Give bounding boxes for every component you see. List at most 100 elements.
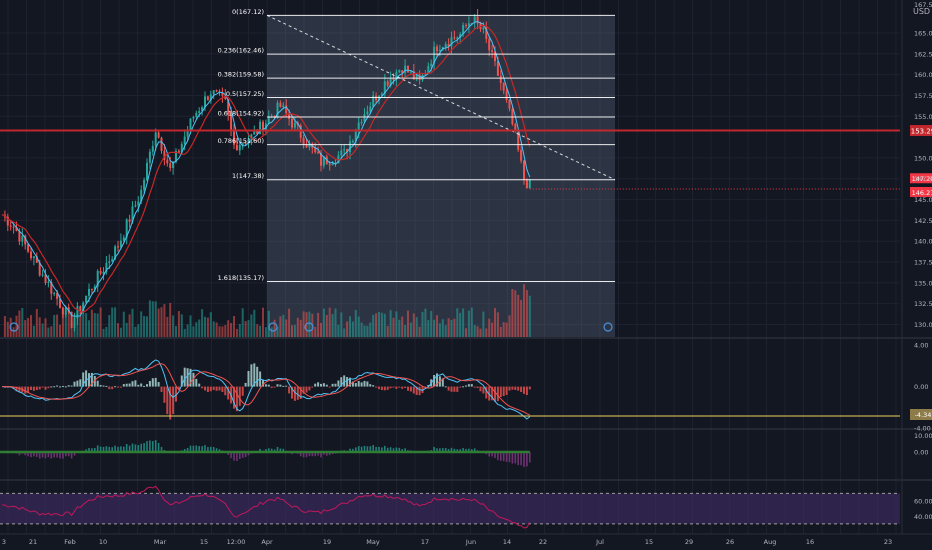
macd-histogram-bar (122, 384, 125, 387)
rsi-pane[interactable] (0, 485, 900, 529)
moving-averages (1, 20, 531, 317)
osc-bar (500, 451, 502, 461)
osc-bar (62, 451, 64, 459)
candle-body (238, 145, 241, 151)
volume-bar (105, 326, 108, 337)
osc-bar (117, 446, 119, 452)
volume-bar (70, 321, 73, 337)
candle-body (235, 144, 238, 151)
price-axis[interactable]: 165.00 162.50 160.00 157.50 155.00 150.00 147.… (910, 1, 932, 521)
osc-bar (328, 451, 331, 456)
macd-histogram-bar (528, 386, 531, 390)
fibonacci-region[interactable] (267, 15, 615, 337)
candle-body (143, 180, 146, 190)
macd-pane[interactable] (0, 359, 900, 420)
volume-bar (259, 325, 262, 337)
macd-tick-label: 4.00 (914, 342, 928, 350)
osc-bar (502, 451, 505, 462)
macd-histogram-bar (349, 377, 351, 387)
volume-bar (64, 313, 67, 337)
candle-body (180, 144, 183, 153)
osc-bar (91, 448, 93, 452)
macd-line (2, 359, 531, 420)
candle-body (360, 122, 363, 124)
osc-bar (207, 447, 209, 452)
volume-bar (151, 301, 154, 337)
candle-body (386, 81, 389, 86)
osc-bar (230, 451, 232, 458)
volume-bar (375, 313, 378, 337)
candle-body (140, 189, 143, 202)
macd-histogram-bar (186, 368, 189, 387)
candle-body (256, 130, 259, 135)
volume-bar (201, 309, 204, 337)
candle-body (288, 113, 291, 119)
volume-bar (421, 311, 424, 337)
time-axis[interactable]: 3 21 Feb 10 Mar 15 12:00 Apr 19 May 17 Jun 14 22 Jul 15… (2, 538, 892, 546)
macd-tick-label: 0.00 (914, 383, 928, 391)
macd-histogram-bar (82, 372, 85, 387)
osc-bar (505, 451, 508, 462)
candle-body (206, 96, 209, 101)
time-tick-label: 14 (503, 538, 511, 546)
event-markers[interactable] (9, 322, 613, 332)
osc-bar (529, 451, 531, 463)
osc-bar (363, 445, 366, 452)
price-tick-label: 135.00 (914, 279, 932, 287)
volume-bar (351, 321, 354, 337)
candle-body (134, 205, 137, 207)
volume-bar (18, 310, 21, 337)
macd-histogram-bar (476, 386, 479, 389)
candle-body (430, 63, 433, 67)
macd-histogram-bar (53, 386, 56, 388)
candle-body (407, 65, 409, 73)
pane-dividers[interactable] (0, 0, 932, 535)
price-tick-label: 137.50 (914, 259, 932, 267)
volume-bar (24, 320, 27, 337)
macd-histogram-bar (93, 375, 96, 387)
time-tick-label: 22 (539, 538, 547, 546)
candle-body (195, 112, 198, 117)
macd-histogram-bar (479, 386, 482, 392)
candle-body (267, 117, 270, 124)
time-tick-label: Aug (764, 538, 777, 546)
volume-bar (195, 322, 198, 337)
osc-bar (462, 448, 464, 452)
candle-body (436, 46, 438, 52)
macd-histogram-bar (151, 378, 154, 387)
fib-shade (267, 15, 615, 337)
candle-body (44, 274, 47, 283)
volume-bar (491, 322, 494, 337)
osc-bar (436, 448, 438, 452)
price-tick-label: 132.50 (914, 300, 932, 308)
fibonacci-levels[interactable]: 0(167.12) 0.236(162.46) 0.382(159.58) 0.5(1… (218, 8, 616, 282)
macd-histogram-bar (169, 386, 172, 420)
candle-body (137, 201, 140, 206)
candle-body (488, 38, 491, 51)
last-price-text: 146.27 (912, 189, 932, 197)
candle-body (525, 179, 528, 189)
volume-bar (514, 290, 517, 337)
grid-lines (0, 0, 900, 534)
candle-body (482, 27, 485, 30)
candle-body (24, 235, 27, 245)
macd-histogram-bar (401, 386, 404, 389)
candle-body (18, 230, 21, 242)
candle-body (496, 61, 499, 76)
macd-histogram-bar (85, 370, 88, 387)
volume-bar (360, 322, 363, 337)
candle-body (241, 143, 244, 146)
macd-histogram-bar (496, 386, 499, 402)
price-tick-label: 160.00 (914, 71, 932, 79)
volume-bar (517, 294, 520, 337)
candle-body (209, 94, 212, 101)
osc-bar (212, 447, 215, 452)
volume-bar (35, 308, 38, 337)
candle-body (340, 150, 343, 156)
macd-histogram-bar (73, 381, 76, 387)
volume-bar (134, 326, 137, 337)
volume-bar (273, 319, 276, 337)
osc-tick-label: 0.00 (914, 448, 928, 456)
oscillator-pane[interactable] (0, 440, 531, 467)
